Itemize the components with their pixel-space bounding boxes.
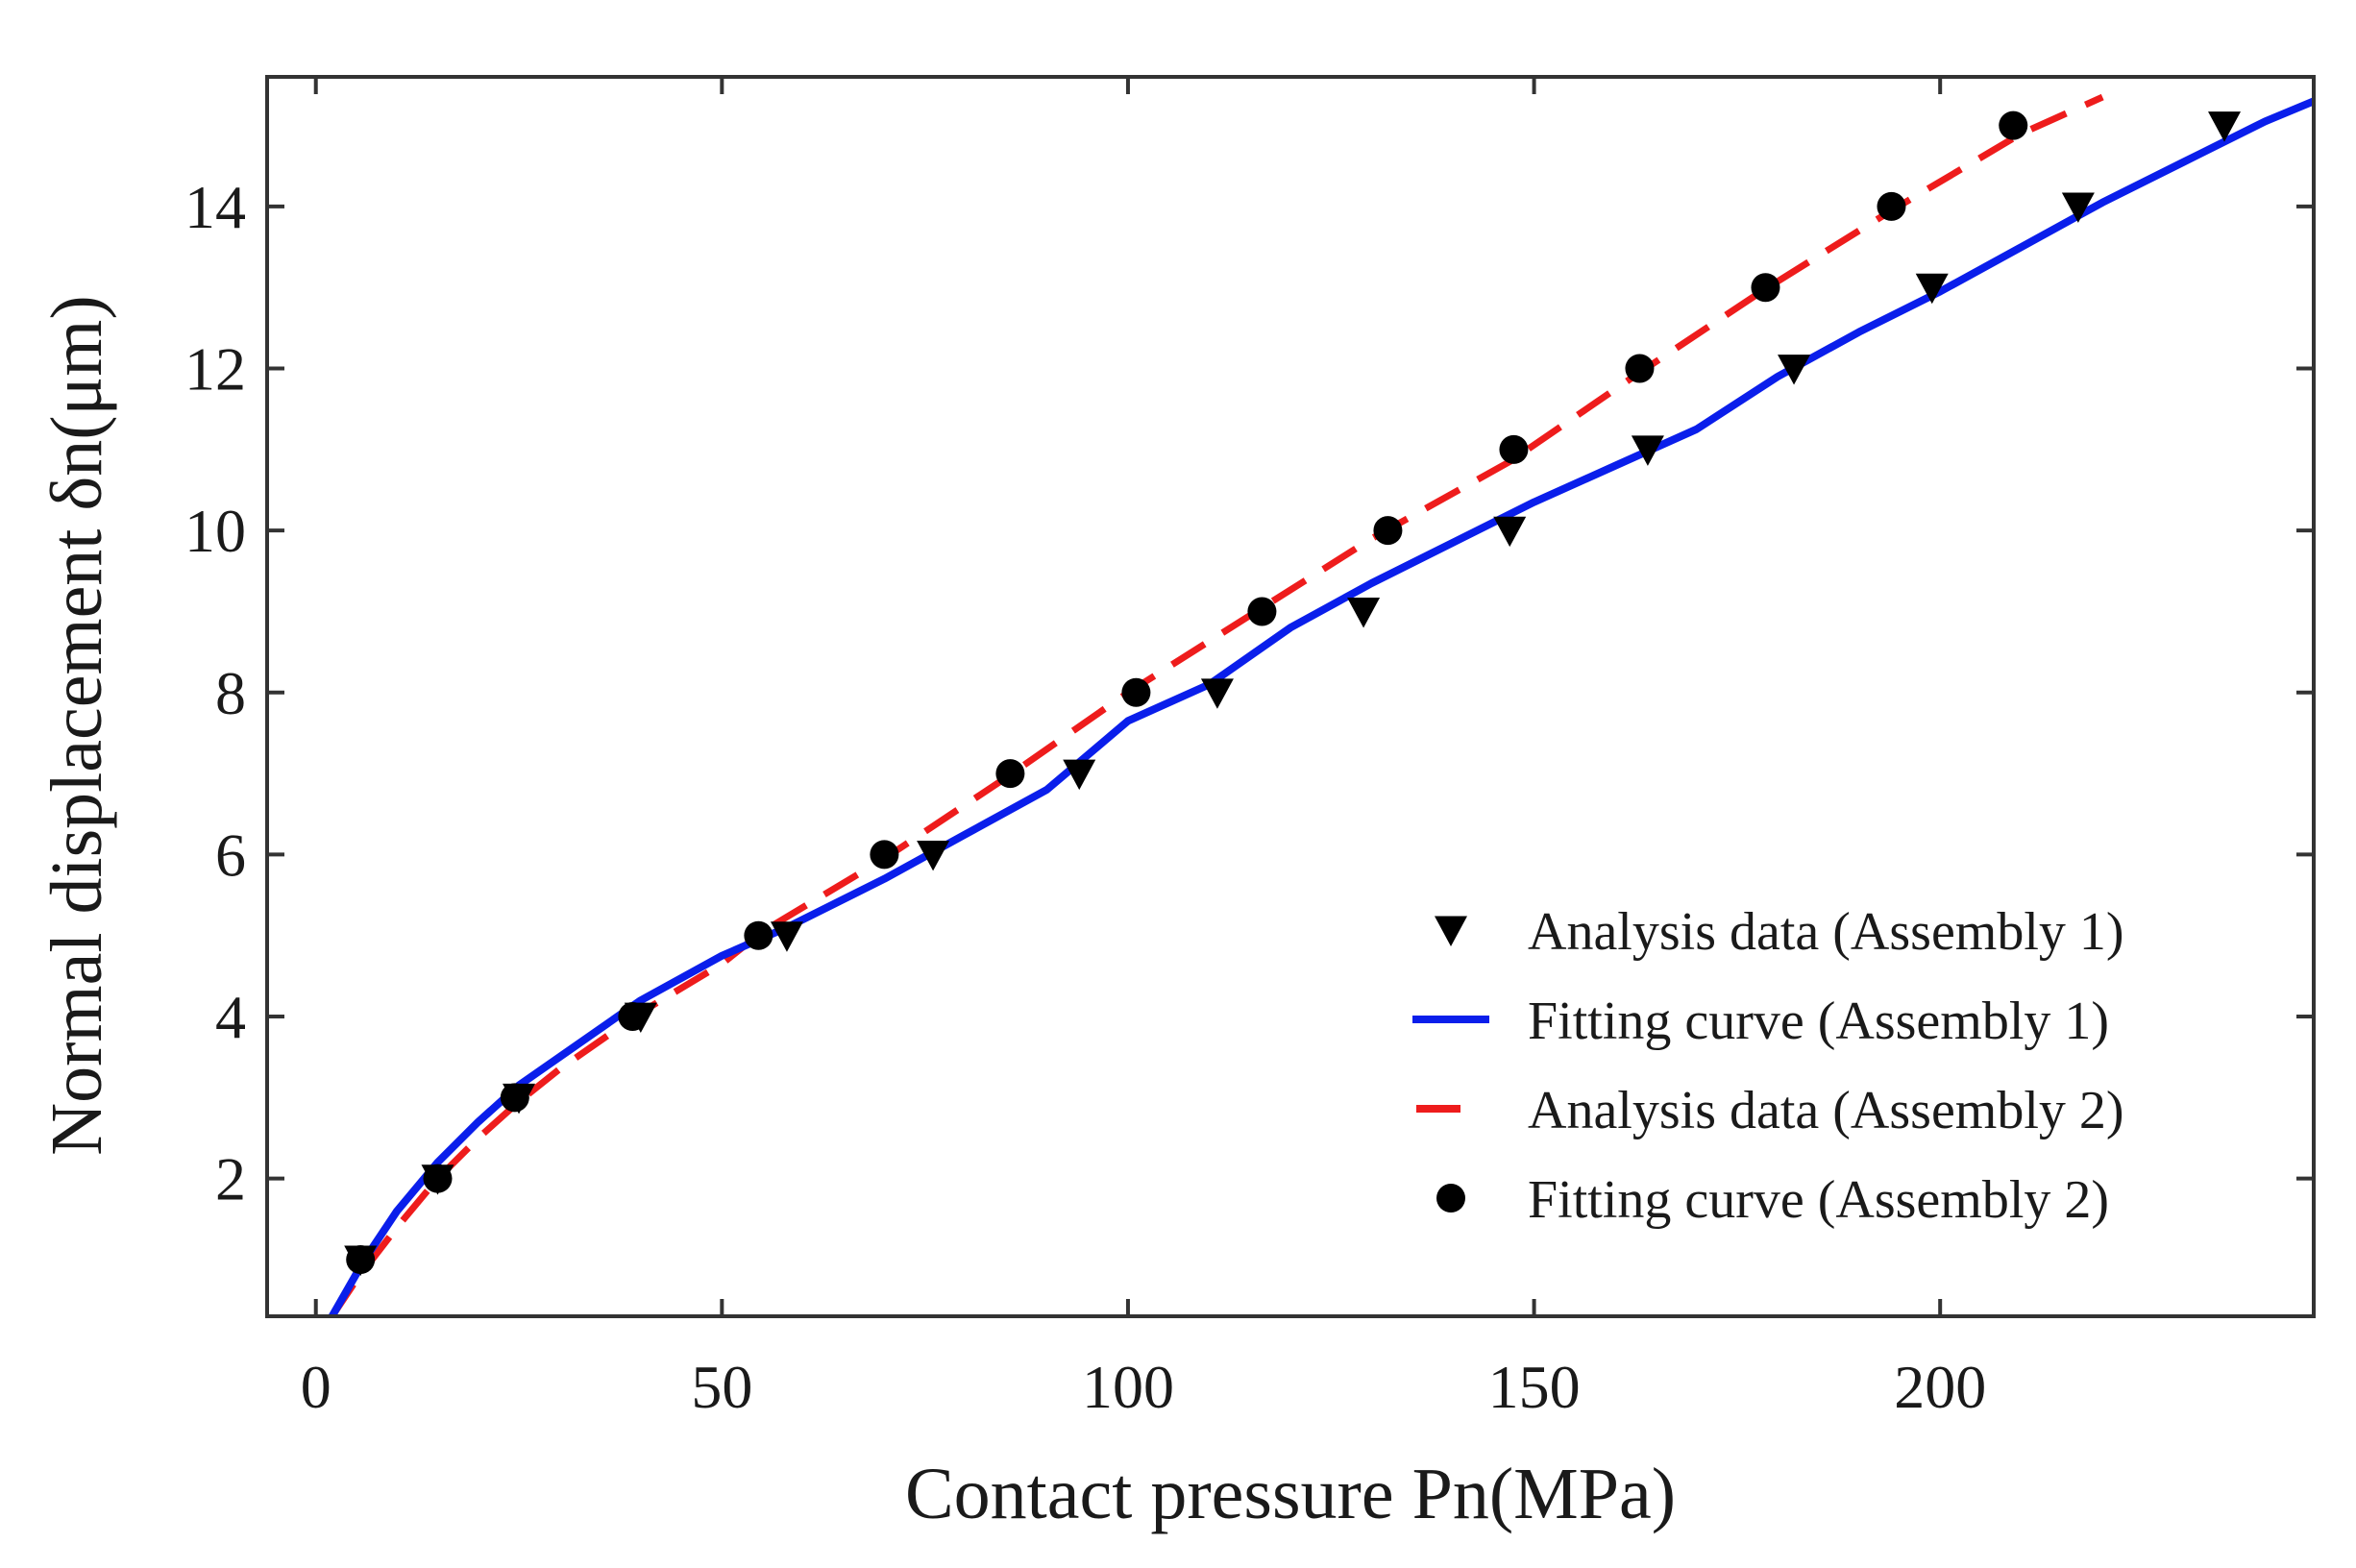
- circle-data-point: [1373, 516, 1402, 545]
- circle-data-point: [995, 759, 1024, 788]
- circle-data-point: [1999, 111, 2027, 140]
- y-tick-label: 6: [215, 821, 246, 889]
- x-tick-label: 150: [1488, 1353, 1581, 1421]
- y-axis-title: Normal displacement δn(μm): [37, 295, 117, 1155]
- chart: 0 50 100 150 200 2 4 6 8 10 12 14 Analysis data (As…: [0, 0, 2356, 1563]
- circle-data-point: [618, 1002, 647, 1031]
- legend-item: Fitting curve (Assembly 2): [1436, 1170, 2109, 1230]
- circle-data-point: [1247, 597, 1276, 625]
- circle-data-point: [870, 840, 898, 869]
- circle-data-point: [424, 1164, 453, 1193]
- circle-data-point: [346, 1245, 375, 1274]
- x-tick-label: 50: [691, 1353, 752, 1421]
- chart-svg: 0 50 100 150 200 2 4 6 8 10 12 14 Analysis data (As…: [0, 0, 2356, 1563]
- legend-label: Fitting curve (Assembly 2): [1528, 1170, 2109, 1230]
- circle-data-point: [1121, 678, 1150, 707]
- y-tick-label: 2: [215, 1145, 246, 1213]
- y-tick-label: 4: [215, 983, 246, 1051]
- circle-data-point: [744, 921, 773, 950]
- y-tick-label: 12: [184, 335, 246, 404]
- legend-label: Fitting curve (Assembly 1): [1528, 992, 2109, 1051]
- circle-data-point: [1877, 192, 1905, 221]
- legend-circle-icon: [1436, 1184, 1465, 1213]
- circle-data-point: [501, 1083, 529, 1112]
- x-axis-title: Contact pressure Pn(MPa): [905, 1454, 1676, 1534]
- x-tick-label: 0: [301, 1353, 331, 1421]
- x-tick-label: 100: [1082, 1353, 1174, 1421]
- circle-data-point: [1625, 355, 1654, 383]
- y-tick-label: 14: [184, 173, 246, 241]
- legend-label: Analysis data (Assembly 1): [1528, 902, 2124, 962]
- legend-label: Analysis data (Assembly 2): [1528, 1081, 2124, 1140]
- circle-data-point: [1499, 435, 1528, 464]
- y-tick-label: 8: [215, 659, 246, 727]
- legend-item: Analysis data (Assembly 1): [1435, 902, 2124, 962]
- circle-data-point: [1751, 273, 1779, 302]
- x-tick-label: 200: [1894, 1353, 1986, 1421]
- y-tick-label: 10: [184, 497, 246, 565]
